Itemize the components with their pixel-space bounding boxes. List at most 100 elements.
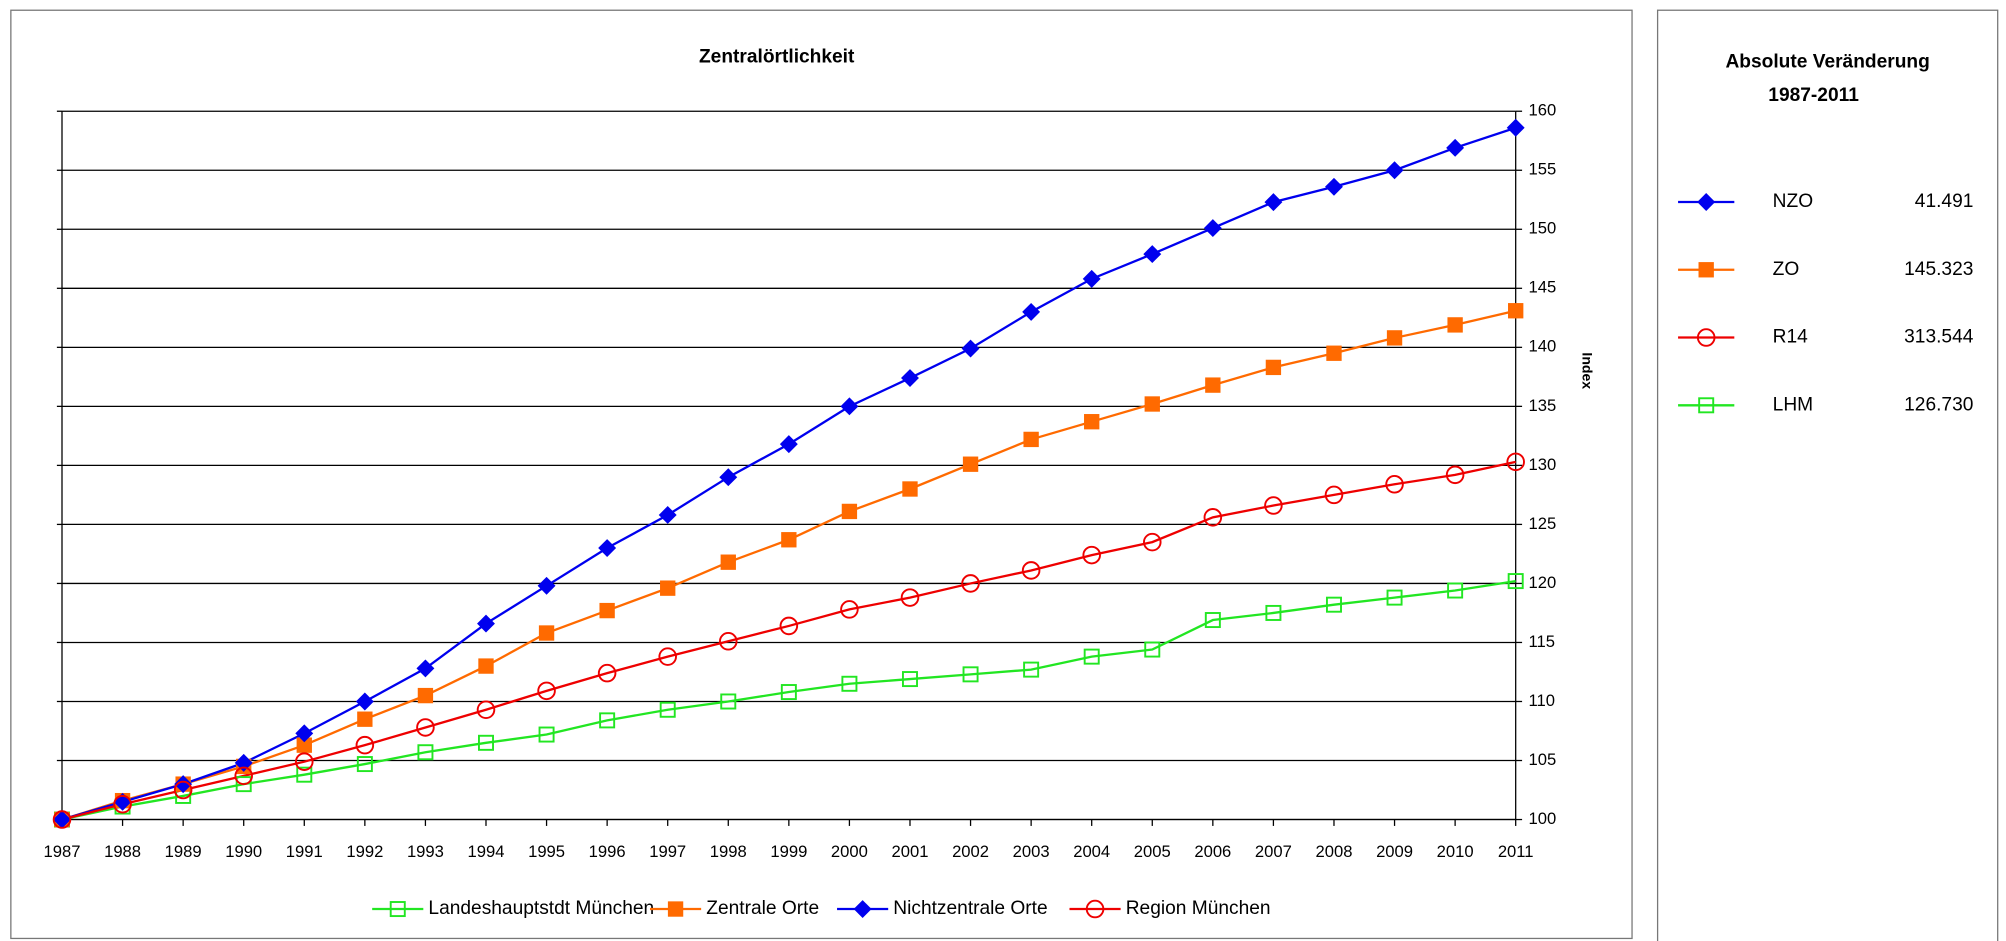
panel-value: 313.544 xyxy=(1904,327,1974,348)
data-point xyxy=(478,658,494,674)
panel-marker xyxy=(1698,262,1714,278)
data-point xyxy=(659,701,676,718)
data-point xyxy=(901,369,919,387)
data-point xyxy=(1265,359,1282,376)
data-point xyxy=(779,616,799,636)
x-tick-label: 1995 xyxy=(528,842,565,861)
x-tick-label: 2009 xyxy=(1376,842,1413,861)
x-tick-label: 2003 xyxy=(1013,842,1050,861)
y-tick-label: 110 xyxy=(1528,691,1554,710)
data-point xyxy=(1264,193,1283,212)
data-point xyxy=(720,693,737,710)
x-tick-label: 1993 xyxy=(407,842,444,861)
x-tick-label: 2005 xyxy=(1134,842,1171,861)
panel-value: 145.323 xyxy=(1904,259,1973,280)
data-point xyxy=(1506,118,1525,137)
data-point xyxy=(599,602,615,619)
y-tick-label: 160 xyxy=(1528,101,1556,120)
panel-marker xyxy=(1697,193,1716,211)
data-point xyxy=(1144,641,1161,658)
panel-label: LHM xyxy=(1773,394,1813,415)
data-point xyxy=(296,766,313,783)
x-tick-label: 1988 xyxy=(104,842,141,861)
x-tick-label: 2006 xyxy=(1194,842,1231,861)
y-tick-label: 105 xyxy=(1528,750,1556,769)
x-tick-label: 1994 xyxy=(468,842,505,861)
data-point xyxy=(719,468,738,487)
data-point xyxy=(1142,532,1162,552)
x-tick-label: 1991 xyxy=(286,842,323,861)
y-tick-label: 120 xyxy=(1528,573,1556,592)
data-point xyxy=(1386,589,1403,606)
data-point xyxy=(1324,485,1344,505)
x-tick-label: 2002 xyxy=(952,842,989,861)
x-tick-label: 2010 xyxy=(1437,842,1474,861)
y-tick-label: 100 xyxy=(1528,809,1556,828)
panel-subtitle: 1987-2011 xyxy=(1768,85,1859,106)
y-tick-label: 135 xyxy=(1528,396,1556,415)
y-tick-label: 150 xyxy=(1528,219,1556,238)
data-point xyxy=(1203,508,1223,527)
data-point xyxy=(1446,138,1465,157)
x-tick-label: 1992 xyxy=(346,842,383,861)
panel-marker xyxy=(1698,397,1715,414)
chart-title: Zentralörtlichkeit xyxy=(699,47,855,68)
data-point xyxy=(780,684,797,701)
data-point xyxy=(537,681,556,701)
data-point xyxy=(660,580,676,596)
data-point xyxy=(1022,302,1041,321)
data-point xyxy=(1507,573,1524,590)
x-tick-label: 1997 xyxy=(649,842,686,861)
data-point xyxy=(1326,345,1342,361)
panel-title: Absolute Veränderung xyxy=(1725,52,1929,73)
data-point xyxy=(719,632,738,651)
x-tick-label: 2008 xyxy=(1316,842,1353,861)
data-point xyxy=(841,503,858,520)
data-point xyxy=(1023,661,1040,678)
x-tick-label: 1999 xyxy=(770,842,807,861)
legend-label: Region München xyxy=(1126,898,1271,919)
x-tick-label: 2007 xyxy=(1255,842,1292,861)
data-point xyxy=(1325,177,1343,196)
data-point xyxy=(901,671,918,688)
data-point xyxy=(538,625,555,641)
data-point xyxy=(1385,475,1404,494)
data-point xyxy=(1082,545,1101,565)
data-point xyxy=(841,675,858,692)
data-point xyxy=(1447,317,1463,333)
data-point xyxy=(1083,648,1100,665)
data-point xyxy=(1325,596,1342,613)
data-point xyxy=(779,435,798,454)
data-point xyxy=(1265,604,1282,621)
data-point xyxy=(597,663,617,683)
data-point xyxy=(1084,414,1100,430)
data-point xyxy=(1445,465,1465,485)
data-point xyxy=(781,532,797,548)
data-point xyxy=(720,554,736,570)
data-point xyxy=(1385,161,1404,180)
data-point xyxy=(113,794,132,814)
panel-label: R14 xyxy=(1773,327,1808,348)
data-point xyxy=(476,700,496,720)
data-point xyxy=(416,718,435,737)
panel-frame xyxy=(1656,9,1999,941)
data-point xyxy=(1447,582,1464,599)
x-tick-label: 1989 xyxy=(165,842,202,861)
legend-label: Nichtzentrale Orte xyxy=(893,898,1047,919)
data-point xyxy=(355,692,374,711)
y-tick-label: 115 xyxy=(1528,632,1554,651)
data-point xyxy=(52,810,72,829)
data-point xyxy=(1508,303,1524,319)
data-point xyxy=(961,339,980,358)
data-point xyxy=(417,744,434,761)
data-point xyxy=(417,687,434,704)
data-point xyxy=(599,712,616,729)
x-tick-label: 2000 xyxy=(831,842,868,861)
data-point xyxy=(416,659,435,678)
data-point xyxy=(1204,612,1221,629)
data-point xyxy=(355,735,375,755)
data-point xyxy=(1205,377,1221,393)
series-line xyxy=(61,460,1516,821)
